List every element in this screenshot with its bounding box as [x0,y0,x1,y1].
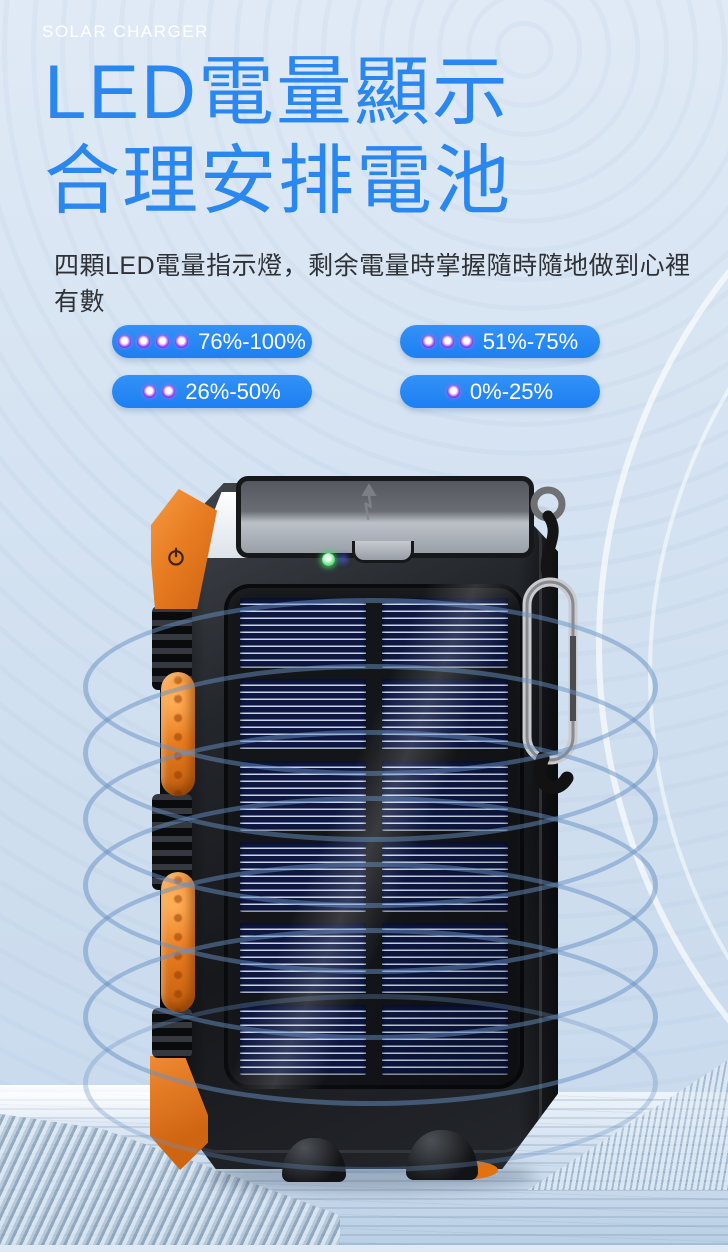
solar-cell [382,679,508,750]
led-dot [175,335,189,348]
solar-cell [382,923,508,994]
solar-cell [240,760,366,831]
solar-cell [240,598,366,669]
led-dot [162,385,176,398]
solar-cell [240,923,366,994]
power-icon [166,547,186,572]
battery-level-label: 51%-75% [482,328,579,354]
solar-cell [240,1004,366,1075]
led-dot [459,335,473,348]
solar-cell [382,1004,508,1075]
battery-level-label: 26%-50% [185,378,281,404]
solar-panel [240,598,508,1075]
carabiner-clip [503,486,589,801]
battery-level-badge: 51%-75% [400,325,600,358]
led-dot [156,335,170,348]
arrow-up-icon [352,481,386,538]
background-arc [596,40,728,1252]
solar-cell [382,760,508,831]
solar-cell [382,842,508,913]
solar-cell [382,598,508,669]
led-dot [446,385,460,398]
indicator-led-row [322,551,343,567]
led-dot [118,335,132,348]
battery-level-label: 0%-25% [469,378,554,404]
led-dot [137,335,151,348]
led-dot [143,385,157,398]
solar-cell [240,679,366,750]
cap-tab [352,541,414,563]
led-dot [440,335,454,348]
battery-level-badge: 26%-50% [112,375,312,408]
battery-level-label: 76%-100% [198,328,306,354]
orange-side-grip [161,872,195,1012]
feature-description: 四顆LED電量指示燈，剩余電量時掌握隨時隨地做到心裡有數 [54,252,691,316]
battery-level-badge: 0%-25% [400,375,600,408]
led-dot-group [446,385,460,398]
solar-cell [240,842,366,913]
led-dot-group [118,335,189,348]
led-dot [421,335,435,348]
status-led-green [322,552,335,566]
led-dot-group [143,385,176,398]
orange-side-grip [161,672,195,796]
title-line-1: LED電量顯示 [44,50,510,135]
battery-level-badge: 76%-100% [112,325,312,358]
title-line-2: 合理安排電池 [44,139,512,224]
side-rib-texture [152,1008,192,1058]
led-dot-group [421,335,473,348]
page-title: LED電量顯示 合理安排電池 [44,48,512,226]
brand-tag: SOLAR CHARGER [42,22,209,41]
